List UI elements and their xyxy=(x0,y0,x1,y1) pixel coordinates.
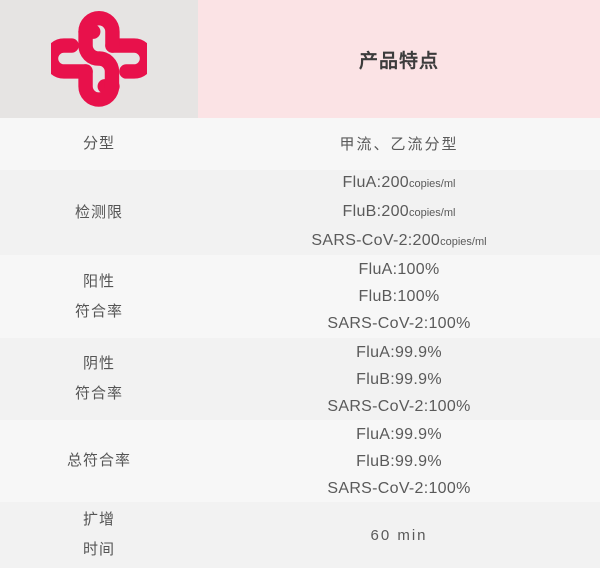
row-value-text: FluB:99.9% xyxy=(356,370,442,388)
row-value-cell: FluA:100% FluB:100% SARS-CoV-2:100% xyxy=(198,255,600,338)
row-value-cell: FluA:99.9% FluB:99.9% SARS-CoV-2:100% xyxy=(198,420,600,502)
row-label-line: 阴性 xyxy=(82,355,115,372)
row-value-text: 60 min xyxy=(370,526,428,544)
row-value-line: SARS-CoV-2:100% xyxy=(327,310,470,337)
row-label-line: 检测限 xyxy=(74,203,123,221)
row-value-text: FluA:99.9% xyxy=(356,343,442,361)
row-value-line: SARS-CoV-2:200copies/ml xyxy=(311,227,486,256)
row-value-text: FluB:200 xyxy=(342,203,409,220)
row-value-text: SARS-CoV-2:100% xyxy=(327,479,471,497)
row-value-cell: 60 min xyxy=(198,502,600,568)
row-label-cell: 阴性 符合率 xyxy=(0,338,198,420)
row-value-line: FluA:200copies/ml xyxy=(343,169,456,198)
row-value-line: FluB:99.9% xyxy=(356,366,442,393)
brand-logo-cell xyxy=(0,0,198,118)
table-header-row: 产品特点 xyxy=(0,0,600,118)
row-value-text: SARS-CoV-2:100% xyxy=(327,397,471,415)
row-label-line: 符合率 xyxy=(74,302,123,320)
row-value-line: 60 min xyxy=(370,522,427,549)
cross-s-logo-icon xyxy=(51,11,147,107)
row-label-line: 扩增 xyxy=(82,511,115,528)
row-value-text: 甲流、乙流分型 xyxy=(339,135,459,153)
row-value-text: SARS-CoV-2:200 xyxy=(311,232,441,249)
table-row: 阴性符合率 FluA:99.9% FluB:99.9% SARS-CoV-2:100% xyxy=(0,338,600,420)
row-label-cell: 扩增 时间 xyxy=(0,502,198,568)
header-title-cell: 产品特点 xyxy=(198,0,600,118)
row-label-line: 符合率 xyxy=(74,385,123,402)
row-value-text: FluA:200 xyxy=(342,174,409,191)
row-value-line: FluB:100% xyxy=(359,283,440,310)
row-value-unit: copies/ml xyxy=(408,178,456,190)
row-value-unit: copies/ml xyxy=(440,236,487,248)
table-row: 分型 甲流、乙流分型 xyxy=(0,118,600,170)
row-value-cell: FluA:200copies/ml FluB:200copies/ml SARS-C… xyxy=(198,170,600,255)
row-value-cell: 甲流、乙流分型 xyxy=(198,118,600,170)
row-value-line: FluA:99.9% xyxy=(356,339,442,366)
row-value-text: FluA:100% xyxy=(358,261,440,278)
row-value-unit: copies/ml xyxy=(408,207,456,219)
row-value-line: FluB:99.9% xyxy=(356,448,442,475)
row-label-cell: 分型 xyxy=(0,118,198,170)
row-label-cell: 总符合率 xyxy=(0,420,198,502)
row-label-cell: 检测限 xyxy=(0,170,198,255)
row-value-line: FluA:99.9% xyxy=(356,421,442,448)
row-value-cell: FluA:99.9% FluB:99.9% SARS-CoV-2:100% xyxy=(198,338,600,420)
row-value-line: 甲流、乙流分型 xyxy=(339,131,458,158)
table-row: 阳性符合率 FluA:100% FluB:100% SARS-CoV-2:100% xyxy=(0,255,600,338)
row-label-line: 分型 xyxy=(82,135,115,152)
row-label-cell: 阳性 符合率 xyxy=(0,255,198,338)
page-title: 产品特点 xyxy=(358,50,439,72)
table-row: 总符合率 FluA:99.9% FluB:99.9% SARS-CoV-2:100% xyxy=(0,420,600,502)
row-value-text: SARS-CoV-2:100% xyxy=(327,315,471,332)
row-value-text: FluB:99.9% xyxy=(356,452,442,470)
row-label-line: 总符合率 xyxy=(66,452,131,469)
row-value-line: SARS-CoV-2:100% xyxy=(327,393,470,420)
table-row: 检测限 FluA:200copies/ml FluB:200copies/ml SAR… xyxy=(0,170,600,255)
row-value-line: FluA:100% xyxy=(359,256,440,283)
row-label-line: 时间 xyxy=(82,541,115,558)
row-value-text: FluA:99.9% xyxy=(356,425,442,443)
row-value-text: FluB:100% xyxy=(358,288,440,305)
row-label-line: 阳性 xyxy=(82,272,115,290)
row-value-line: SARS-CoV-2:100% xyxy=(327,475,470,502)
table-row: 扩增时间 60 min xyxy=(0,502,600,568)
row-value-line: FluB:200copies/ml xyxy=(343,198,456,227)
